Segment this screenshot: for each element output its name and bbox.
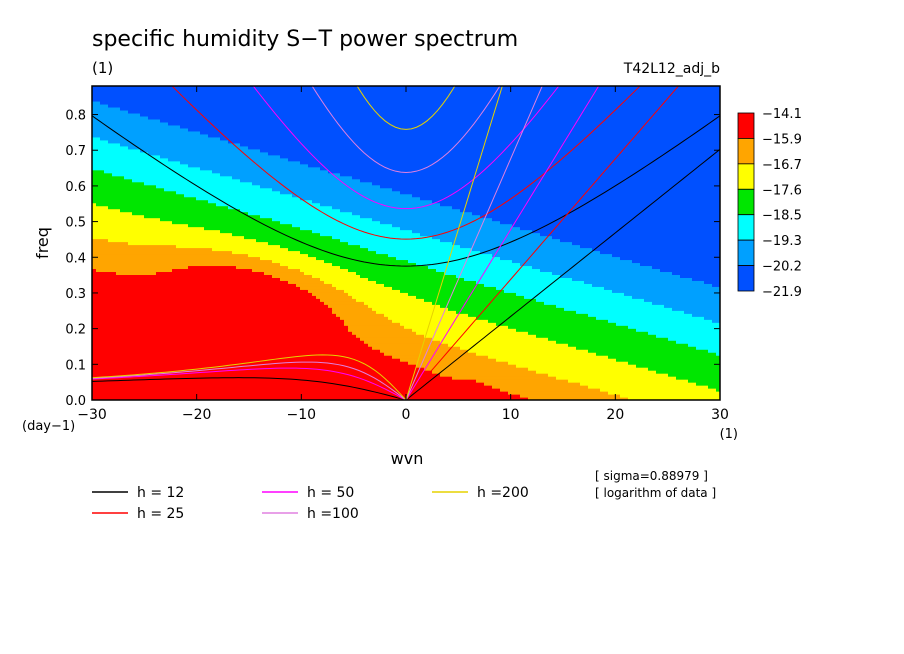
legend: h = 12 h = 50 h =200 h = 25 h =100: [92, 485, 529, 522]
colorbar-swatch: [738, 215, 754, 240]
y-tick-label: 0.2: [65, 323, 86, 338]
annotation-log: [ logarithm of data ]: [595, 486, 716, 500]
power-field: [92, 86, 721, 401]
x-tick-label: −10: [287, 407, 317, 423]
colorbar-swatch: [738, 266, 754, 291]
colorbar-label: −20.2: [762, 260, 802, 275]
chart-subtitle-left: (1): [92, 59, 113, 77]
chart-title: specific humidity S−T power spectrum: [92, 27, 518, 52]
colorbar-label: −21.9: [762, 285, 802, 300]
colorbar-label: −14.1: [762, 107, 802, 122]
annotation-sigma: [ sigma=0.88979 ]: [595, 469, 708, 483]
colorbar-label: −19.3: [762, 234, 802, 249]
y-tick-label: 0.1: [65, 358, 86, 373]
y-tick-label: 0.6: [65, 180, 86, 195]
x-tick-label: 0: [402, 407, 411, 423]
x-tick-label: −30: [77, 407, 107, 423]
y-tick-label: 0.7: [65, 144, 86, 159]
x-tick-label: 10: [502, 407, 520, 423]
colorbar-swatch: [738, 113, 754, 138]
colorbar-label: −15.9: [762, 132, 802, 147]
colorbar-swatch: [738, 240, 754, 265]
legend-label: h = 25: [137, 506, 184, 522]
colorbar-label: −17.6: [762, 183, 802, 198]
y-tick-label: 0.5: [65, 216, 86, 231]
y-tick-label: 0.8: [65, 109, 86, 124]
legend-label: h = 50: [307, 485, 354, 501]
y-axis-unit: (day−1): [22, 419, 75, 434]
colorbar: −14.1 −15.9 −16.7 −17.6 −18.5 −19.3 −20.2 −21.9: [738, 107, 802, 300]
colorbar-label: −18.5: [762, 209, 802, 224]
colorbar-swatch: [738, 138, 754, 163]
x-axis-label: wvn: [391, 449, 424, 468]
y-tick-label: 0.3: [65, 287, 86, 302]
colorbar-swatch: [738, 164, 754, 189]
colorbar-label: −16.7: [762, 158, 802, 173]
y-axis-label: freq: [33, 227, 52, 259]
x-tick-label: −20: [182, 407, 212, 423]
legend-label: h =200: [477, 485, 529, 501]
y-tick-label: 0.0: [65, 394, 86, 409]
x-tick-label: 20: [606, 407, 624, 423]
legend-label: h = 12: [137, 485, 184, 501]
colorbar-swatch: [738, 189, 754, 214]
x-tick-label: 30: [711, 407, 729, 423]
legend-label: h =100: [307, 506, 359, 522]
chart-subtitle-right: T42L12_adj_b: [623, 61, 720, 77]
y-tick-label: 0.4: [65, 251, 86, 266]
x-axis-unit: (1): [720, 427, 738, 442]
